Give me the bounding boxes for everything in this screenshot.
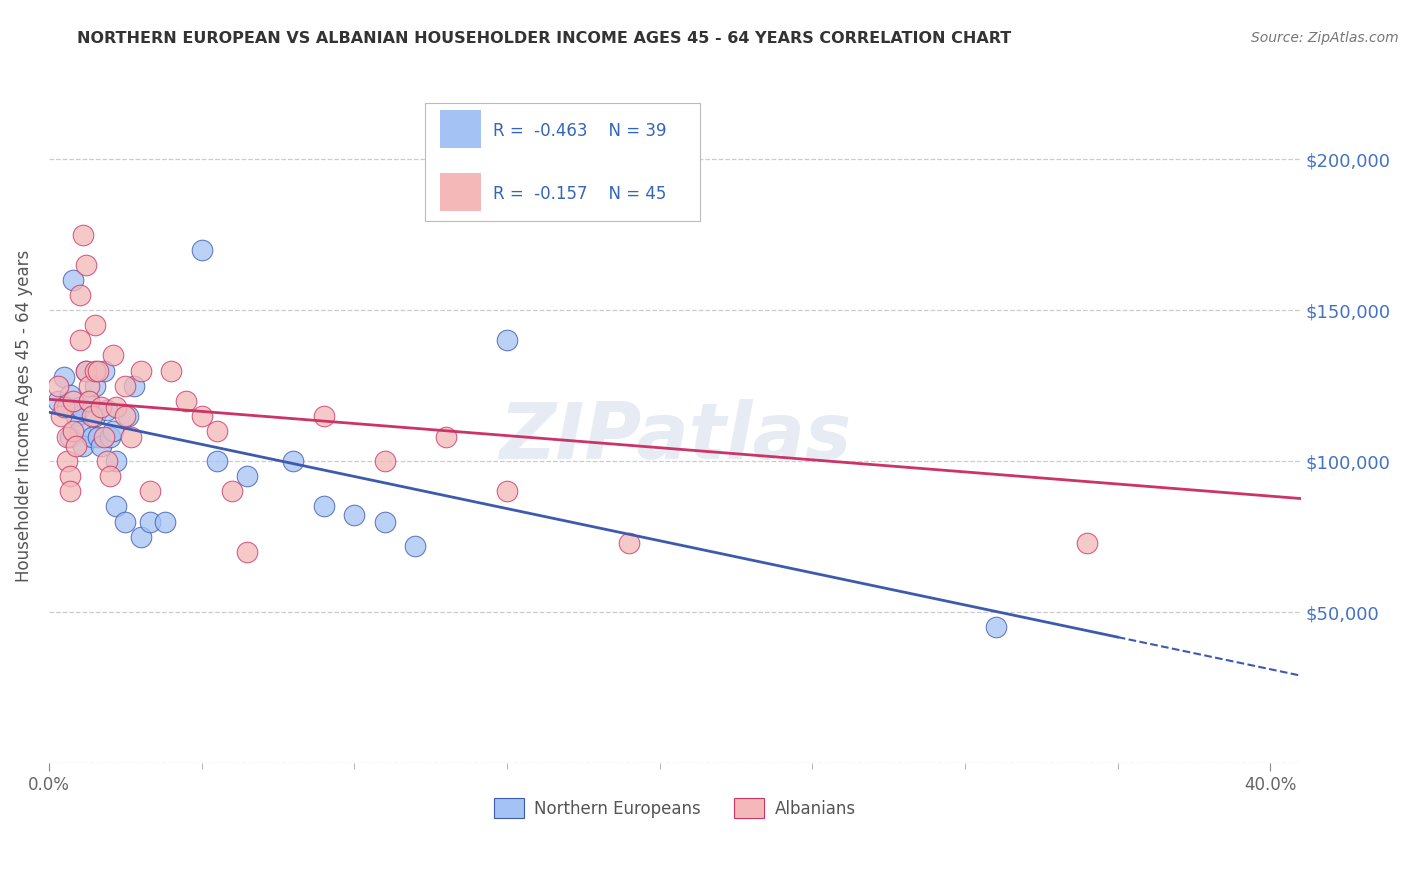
Point xyxy=(619,535,641,549)
Point xyxy=(93,430,115,444)
Point xyxy=(62,273,84,287)
Point xyxy=(105,400,128,414)
Point xyxy=(205,424,228,438)
Point xyxy=(77,378,100,392)
Point xyxy=(434,430,457,444)
Point xyxy=(90,400,112,414)
Point xyxy=(46,393,69,408)
Point xyxy=(404,539,426,553)
Point xyxy=(59,469,82,483)
Point xyxy=(56,400,79,414)
Point xyxy=(62,393,84,408)
Point xyxy=(56,430,79,444)
Point xyxy=(374,454,396,468)
Point xyxy=(648,122,671,136)
FancyBboxPatch shape xyxy=(425,103,700,221)
Point xyxy=(984,620,1007,634)
Point xyxy=(51,409,73,423)
Point xyxy=(65,409,87,423)
Point xyxy=(98,430,121,444)
Point xyxy=(80,430,103,444)
Point xyxy=(90,439,112,453)
Point xyxy=(75,258,97,272)
Point xyxy=(114,409,136,423)
Text: R =  -0.157    N = 45: R = -0.157 N = 45 xyxy=(494,185,666,202)
Text: Source: ZipAtlas.com: Source: ZipAtlas.com xyxy=(1251,31,1399,45)
Point xyxy=(101,348,124,362)
Point xyxy=(72,227,94,242)
Point xyxy=(46,378,69,392)
Point xyxy=(283,454,305,468)
Point xyxy=(105,500,128,514)
Point xyxy=(62,424,84,438)
Point xyxy=(83,318,105,333)
Point xyxy=(75,363,97,377)
Point xyxy=(77,393,100,408)
Text: R =  -0.463    N = 39: R = -0.463 N = 39 xyxy=(494,122,666,140)
Point xyxy=(53,369,76,384)
Point xyxy=(129,363,152,377)
Bar xyxy=(440,173,481,211)
Point xyxy=(56,454,79,468)
Point xyxy=(221,484,243,499)
Point xyxy=(176,393,198,408)
Point xyxy=(72,439,94,453)
Point xyxy=(75,363,97,377)
Point xyxy=(120,430,142,444)
Point xyxy=(343,508,366,523)
Point xyxy=(496,334,519,348)
Point xyxy=(124,378,146,392)
Point xyxy=(59,387,82,401)
Point xyxy=(160,363,183,377)
Point xyxy=(83,378,105,392)
Point xyxy=(87,430,110,444)
Point xyxy=(312,500,335,514)
Point xyxy=(1076,535,1098,549)
Point xyxy=(69,334,91,348)
Point xyxy=(96,454,118,468)
Point xyxy=(114,515,136,529)
Point xyxy=(101,424,124,438)
Point xyxy=(59,484,82,499)
Point xyxy=(65,439,87,453)
Point xyxy=(69,424,91,438)
Point xyxy=(83,409,105,423)
Point xyxy=(80,409,103,423)
Point xyxy=(69,288,91,302)
Point xyxy=(83,363,105,377)
Point xyxy=(77,393,100,408)
Point xyxy=(236,545,259,559)
Point xyxy=(117,409,139,423)
Point xyxy=(139,515,162,529)
Text: ZIPatlas: ZIPatlas xyxy=(499,399,851,475)
Point xyxy=(139,484,162,499)
Point xyxy=(129,530,152,544)
Point xyxy=(105,454,128,468)
Point xyxy=(98,469,121,483)
Point xyxy=(205,454,228,468)
Point xyxy=(496,484,519,499)
Point xyxy=(87,363,110,377)
Point xyxy=(114,378,136,392)
Point xyxy=(93,363,115,377)
Point xyxy=(190,409,212,423)
Point xyxy=(236,469,259,483)
Point xyxy=(153,515,176,529)
Point xyxy=(69,400,91,414)
Y-axis label: Householder Income Ages 45 - 64 years: Householder Income Ages 45 - 64 years xyxy=(15,250,32,582)
Point xyxy=(53,400,76,414)
Point xyxy=(96,402,118,417)
Point xyxy=(312,409,335,423)
Point xyxy=(190,243,212,257)
Text: NORTHERN EUROPEAN VS ALBANIAN HOUSEHOLDER INCOME AGES 45 - 64 YEARS CORRELATION : NORTHERN EUROPEAN VS ALBANIAN HOUSEHOLDE… xyxy=(77,31,1011,46)
Bar xyxy=(440,111,481,148)
Legend: Northern Europeans, Albanians: Northern Europeans, Albanians xyxy=(488,792,862,824)
Point xyxy=(374,515,396,529)
Point xyxy=(59,430,82,444)
